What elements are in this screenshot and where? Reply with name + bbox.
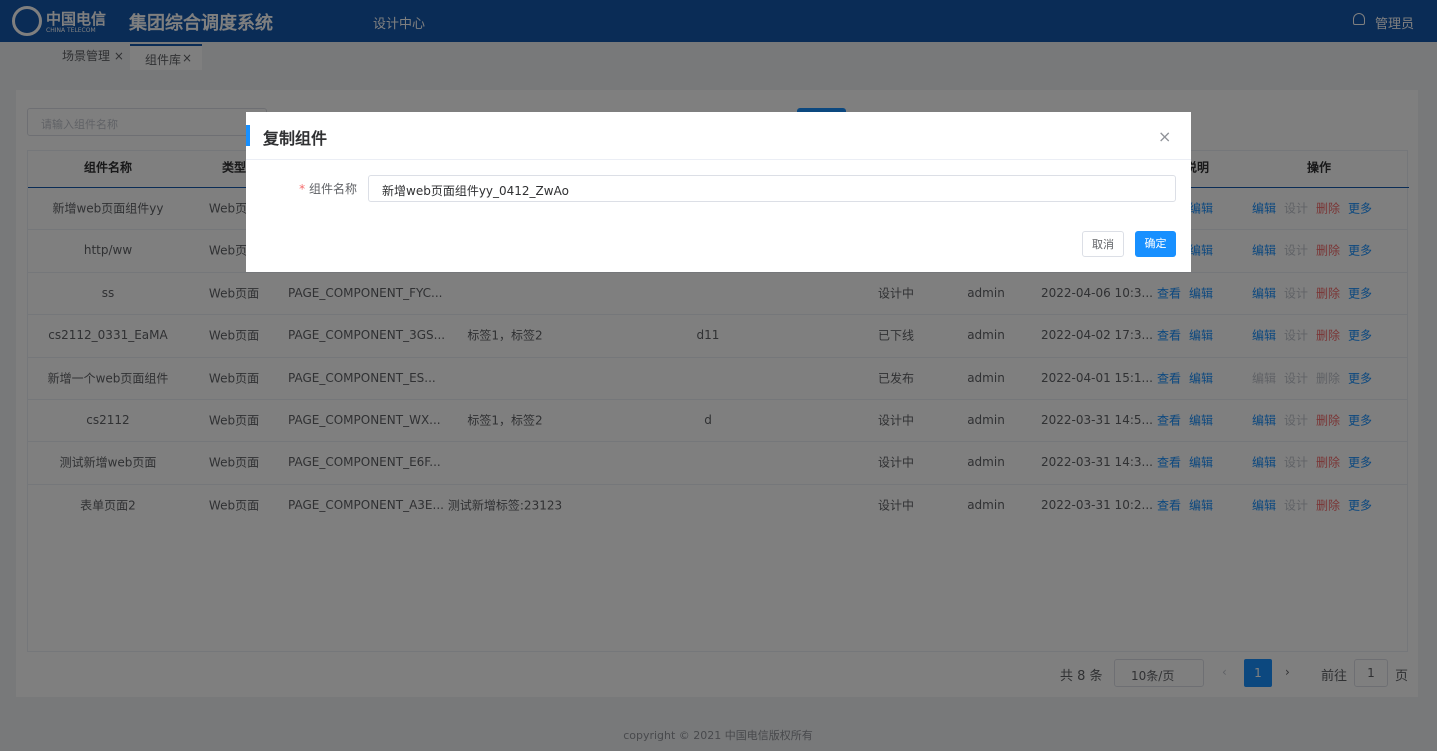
title-bar [246,125,250,146]
label-text: 组件名称 [308,182,357,196]
ok-button[interactable]: 确定 [1135,231,1176,257]
name-input[interactable]: 新增web页面组件yy_0412_ZwAo [368,175,1176,202]
modal: 复制组件 × * 组件名称 新增web页面组件yy_0412_ZwAo 取消 确… [246,112,1191,272]
modal-title: 复制组件 [263,129,328,148]
form-label: * 组件名称 [299,180,357,197]
close-button[interactable]: × [1158,127,1172,146]
divider [246,159,1191,160]
input-value: 新增web页面组件yy_0412_ZwAo [382,184,569,198]
required-mark: * [299,182,306,196]
cancel-button[interactable]: 取消 [1082,231,1124,257]
